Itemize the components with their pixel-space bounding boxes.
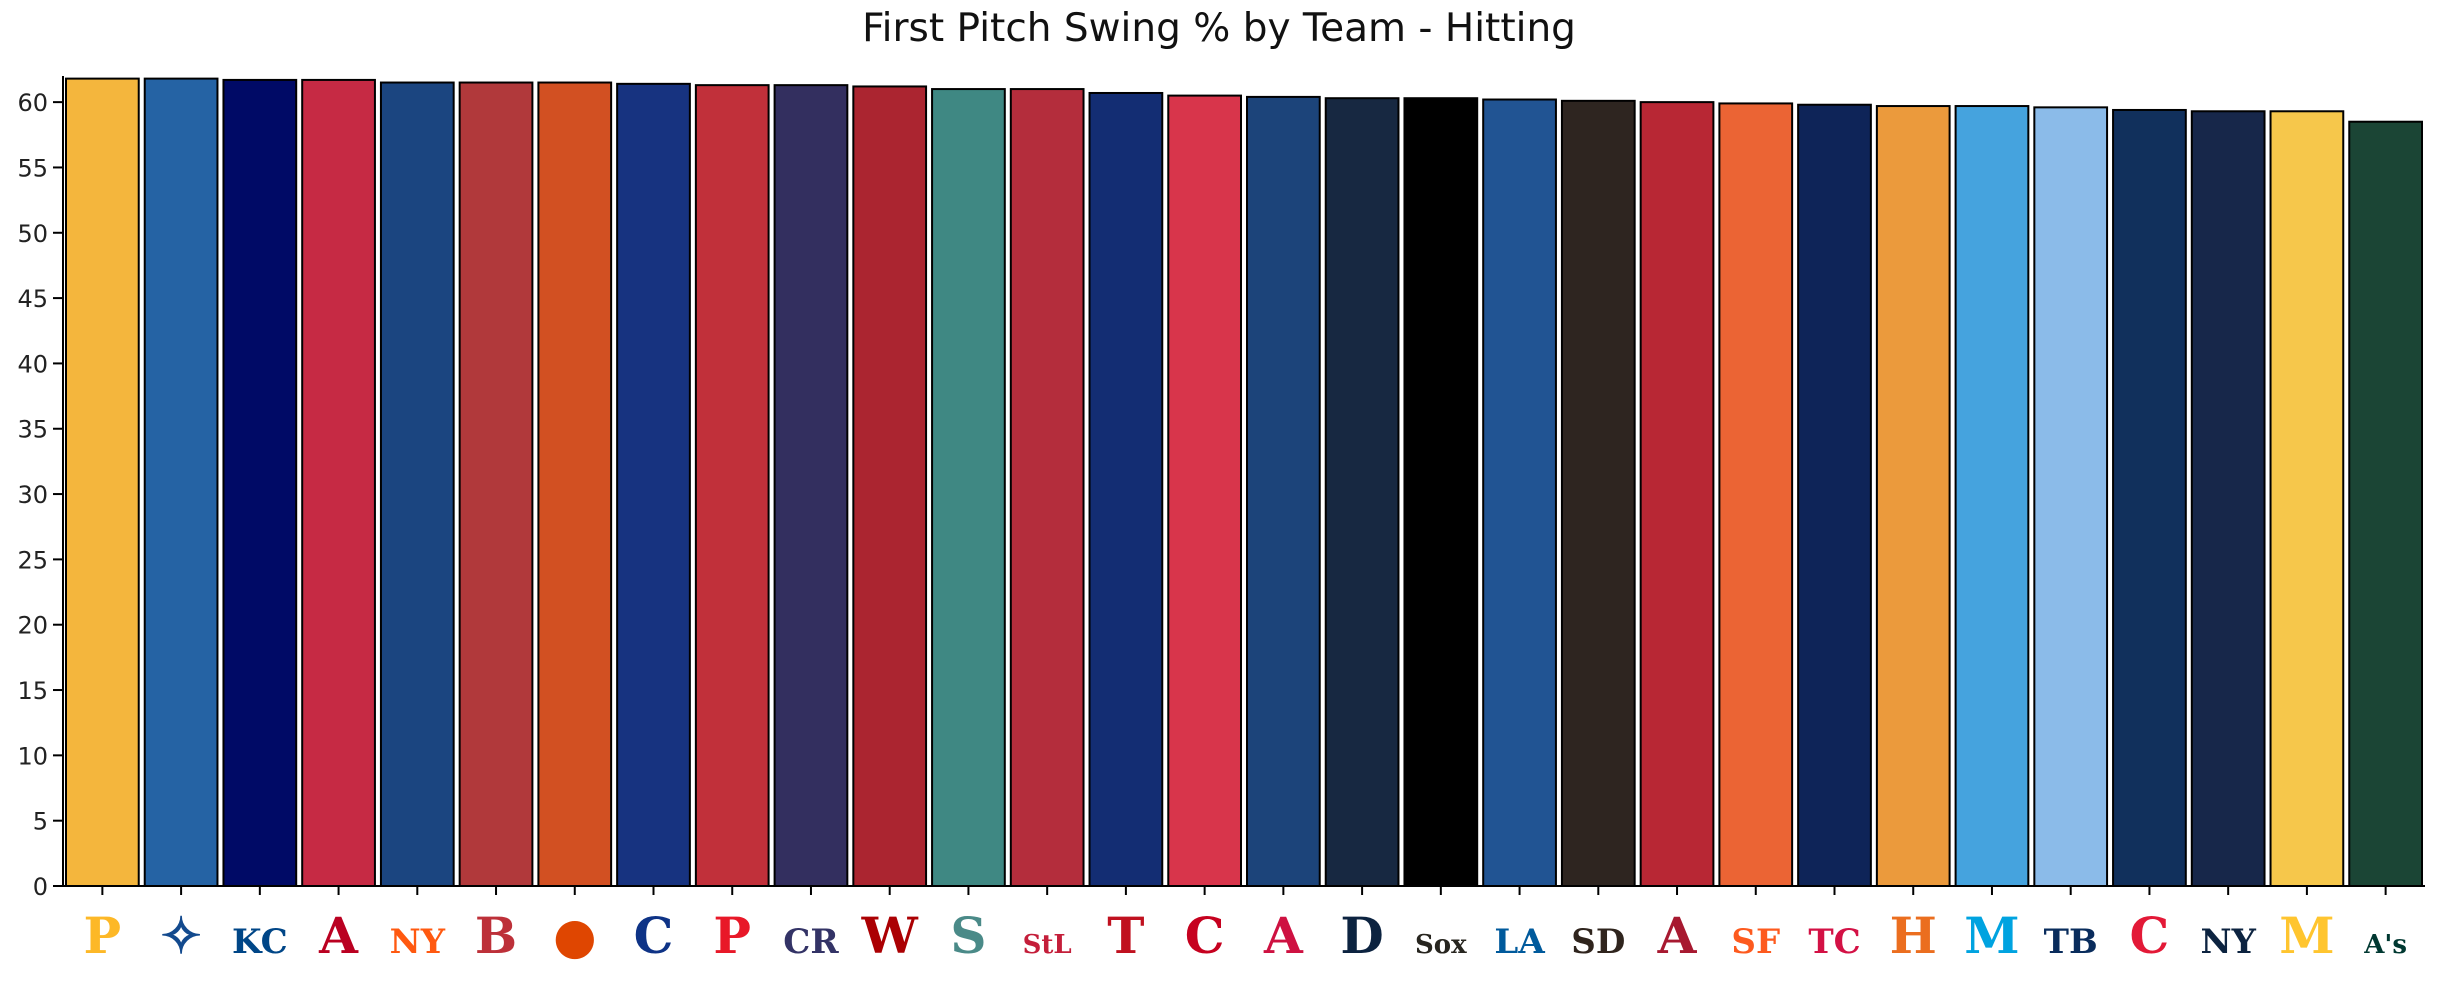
y-tick-label: 40 [17, 350, 48, 378]
team-logo-icon: T [1107, 906, 1144, 965]
bar: Red Sox: 61.5 [458, 81, 534, 887]
bar: Orioles: 61.5 [537, 81, 613, 887]
team-logo-icon: SF [1731, 922, 1780, 962]
bar: Marlins: 59.7 [1954, 105, 2030, 887]
team-logo-icon: ● [553, 906, 597, 965]
team-logo-icon: NY [2200, 922, 2256, 962]
team-logo-icon: B [475, 906, 517, 965]
bar: Giants: 59.9 [1718, 102, 1794, 887]
y-tick-label: 55 [17, 154, 48, 182]
team-logo-icon: CR [783, 922, 839, 962]
bar: Tigers: 60.3 [1324, 97, 1400, 888]
y-tick-label: 5 [33, 808, 48, 836]
team-logos: P ✧ KC A NY B ● C P CR W S StL T C A D Sox LA SD A SF TC H M TB C N… [84, 906, 2407, 965]
y-axis: 0 5 10 15 20 25 30 35 40 45 50 55 60 [17, 76, 64, 901]
bar: Mets: 61.5 [379, 81, 455, 887]
bar: Padres: 60.1 [1560, 99, 1636, 888]
bar: Blue Jays: 61.8 [143, 77, 219, 887]
team-logo-icon: StL [1023, 930, 1072, 960]
bar: Brewers: 59.3 [2269, 110, 2345, 888]
team-logo-icon: D [1340, 906, 1383, 965]
team-logo-icon: M [1964, 906, 2019, 965]
bar: Braves: 60.4 [1246, 95, 1321, 888]
bar: Diamondbacks: 60 [1639, 101, 1715, 888]
y-tick-label: 60 [17, 89, 48, 117]
team-logo-icon: C [2130, 906, 2170, 965]
team-logo-icon: A [318, 906, 359, 965]
bar: Twins: 59.8 [1797, 103, 1872, 887]
bar: White Sox: 60.3 [1403, 97, 1479, 888]
y-tick-label: 50 [17, 220, 48, 248]
team-logo-icon: A [1263, 906, 1304, 965]
bar: Rangers: 60.7 [1088, 91, 1164, 887]
y-tick-label: 20 [17, 612, 48, 640]
y-tick-label: 10 [17, 742, 48, 770]
bar: Rockies: 61.3 [773, 84, 849, 888]
y-tick-label: 15 [17, 677, 48, 705]
y-tick-label: 0 [33, 873, 48, 901]
bar: Guardians: 59.4 [2112, 108, 2187, 888]
team-logo-icon: TC [1808, 922, 1860, 962]
team-logo-icon: A's [2363, 930, 2407, 960]
team-logo-icon: KC [232, 922, 288, 962]
team-logo-icon: NY [390, 922, 446, 962]
bar: Mariners: 61 [931, 88, 1006, 887]
team-logo-icon: S [950, 906, 986, 965]
bar: Dodgers: 60.2 [1482, 98, 1557, 888]
team-logo-icon: C [634, 906, 674, 965]
y-tick-label: 25 [17, 546, 48, 574]
bar: Royals: 61.7 [222, 78, 298, 887]
bar: Rays: 59.6 [2033, 106, 2109, 887]
bar: Reds: 60.5 [1167, 94, 1243, 887]
bar: Nationals: 61.2 [852, 85, 928, 888]
bar: Astros: 59.7 [1875, 105, 1951, 887]
bar: Yankees: 59.3 [2190, 110, 2266, 888]
bar: Pirates: 61.8 [65, 77, 140, 887]
bar: Angels: 61.7 [301, 78, 376, 887]
team-logo-icon: Sox [1415, 930, 1467, 960]
team-logo-icon: P [713, 906, 751, 965]
team-logo-icon: P [84, 906, 122, 965]
bar: Phillies: 61.3 [694, 84, 770, 888]
y-tick-label: 45 [17, 285, 48, 313]
y-tick-label: 30 [17, 481, 48, 509]
bar: Cubs: 61.4 [616, 82, 691, 888]
team-logo-icon: H [1890, 906, 1937, 965]
team-logo-icon: LA [1494, 922, 1545, 962]
chart-title: First Pitch Swing % by Team - Hitting [862, 6, 1576, 51]
bar: Cardinals: 61 [1009, 88, 1085, 887]
team-logo-icon: W [861, 906, 919, 965]
bar: Athletics: 58.5 [2348, 120, 2423, 887]
team-logo-icon: SD [1571, 922, 1625, 962]
team-logo-icon: TB [2044, 922, 2098, 962]
bars: Pirates: 61.8Blue Jays: 61.8Royals: 61.7… [65, 77, 2423, 888]
x-axis [63, 885, 2425, 895]
team-logo-icon: A [1657, 906, 1698, 965]
y-tick-label: 35 [17, 416, 48, 444]
team-logo-icon: C [1185, 906, 1225, 965]
team-logo-icon: ✧ [160, 906, 202, 965]
team-logo-icon: M [2279, 906, 2334, 965]
